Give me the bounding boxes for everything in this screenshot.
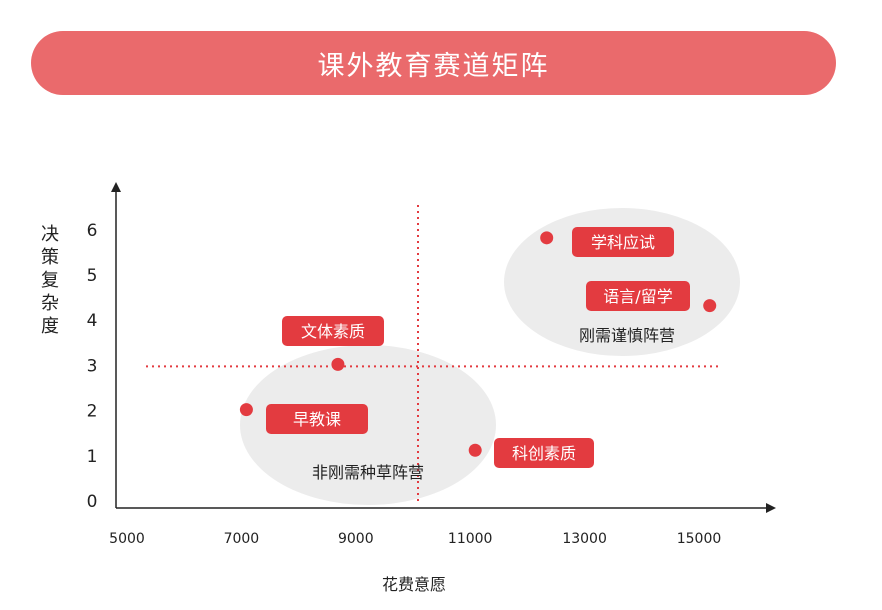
data-label-box (266, 404, 368, 434)
group-label: 非刚需种草阵营 (312, 463, 424, 482)
y-tick-label: 5 (87, 266, 98, 286)
x-axis-arrow (766, 503, 776, 513)
y-tick-label: 4 (87, 311, 98, 331)
y-axis-label-char: 决 (41, 224, 59, 245)
data-label-box (494, 438, 594, 468)
data-label: 学科应试 (591, 233, 655, 252)
x-tick-label: 11000 (448, 531, 493, 547)
x-tick-label: 13000 (562, 531, 607, 547)
data-point (331, 357, 345, 371)
y-axis-arrow (111, 182, 121, 192)
group-label: 刚需谨慎阵营 (579, 326, 675, 345)
data-point (703, 299, 717, 313)
data-point (239, 403, 253, 417)
title-banner: 课外教育赛道矩阵 (31, 31, 836, 95)
y-axis-label-char: 度 (41, 316, 59, 337)
x-tick-label: 15000 (677, 531, 722, 547)
data-label: 文体素质 (301, 322, 365, 341)
y-tick-label: 0 (87, 492, 98, 512)
x-tick-label: 5000 (109, 531, 145, 547)
data-point (468, 443, 482, 457)
y-tick-label: 1 (87, 447, 98, 467)
y-axis-label-char: 复 (41, 270, 59, 291)
data-label-box (282, 316, 384, 346)
data-label-box (572, 227, 674, 257)
y-tick-label: 3 (87, 356, 98, 376)
x-tick-label: 9000 (338, 531, 374, 547)
x-tick-label: 7000 (224, 531, 260, 547)
data-label: 科创素质 (512, 444, 576, 463)
y-tick-label: 2 (87, 402, 98, 422)
data-label: 语言/留学 (603, 287, 672, 306)
chart-title: 课外教育赛道矩阵 (317, 50, 550, 82)
y-axis-label-char: 策 (41, 247, 59, 268)
data-point (540, 231, 554, 245)
data-label: 早教课 (293, 410, 341, 429)
y-tick-label: 6 (87, 221, 98, 241)
y-axis-label-char: 杂 (41, 293, 59, 314)
x-axis-label: 花费意愿 (382, 575, 446, 594)
data-label-box (586, 281, 690, 311)
